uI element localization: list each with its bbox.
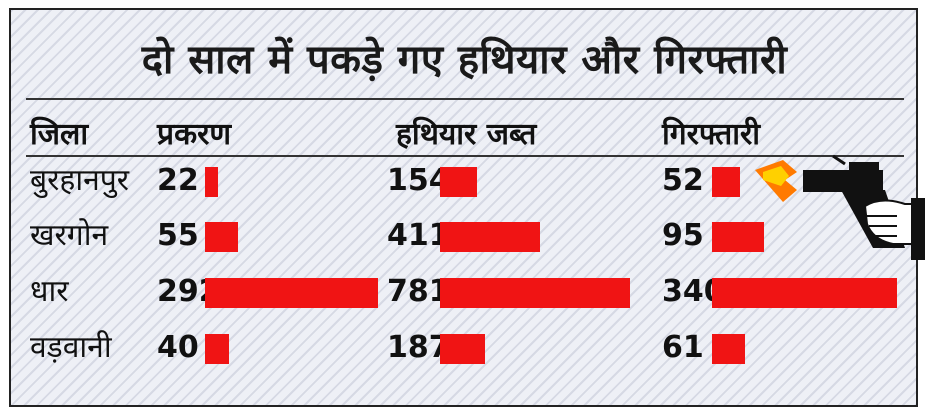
value-label-arrests: 95 bbox=[662, 218, 704, 253]
header-cases: प्रकरण bbox=[157, 117, 232, 152]
bar-cases bbox=[205, 222, 238, 252]
header-arrests: गिरफ्तारी bbox=[662, 117, 761, 152]
infographic-frame bbox=[9, 8, 918, 407]
bar-arrests bbox=[712, 278, 897, 308]
value-label-cases: 40 bbox=[157, 330, 199, 365]
value-label-cases: 55 bbox=[157, 218, 199, 253]
value-label-arrests: 61 bbox=[662, 330, 704, 365]
district-label: बुरहानपुर bbox=[30, 163, 130, 198]
bar-cases bbox=[205, 167, 218, 197]
value-label-cases: 22 bbox=[157, 163, 199, 198]
title-divider bbox=[26, 98, 904, 100]
value-label-weapons-seized: 411 bbox=[387, 218, 450, 253]
value-label-weapons-seized: 154 bbox=[387, 163, 450, 198]
value-label-weapons-seized: 781 bbox=[387, 274, 450, 309]
district-label: खरगोन bbox=[30, 218, 109, 253]
bar-weapons-seized bbox=[440, 222, 540, 252]
value-label-arrests: 52 bbox=[662, 163, 704, 198]
district-label: वड़वानी bbox=[30, 330, 112, 365]
bar-arrests bbox=[712, 334, 745, 364]
chart-title: दो साल में पकड़े गए हथियार और गिरफ्तारी bbox=[141, 37, 788, 83]
header-weapons-seized: हथियार जब्त bbox=[396, 117, 537, 152]
bar-arrests bbox=[712, 167, 740, 197]
bar-cases bbox=[205, 334, 229, 364]
value-label-weapons-seized: 187 bbox=[387, 330, 450, 365]
header-divider bbox=[26, 155, 904, 157]
district-label: धार bbox=[30, 274, 69, 309]
bar-cases bbox=[205, 278, 378, 308]
bar-arrests bbox=[712, 222, 764, 252]
header-district: जिला bbox=[30, 117, 89, 152]
bar-weapons-seized bbox=[440, 278, 630, 308]
bar-weapons-seized bbox=[440, 334, 485, 364]
bar-weapons-seized bbox=[440, 167, 477, 197]
pistol-hand-icon bbox=[755, 154, 925, 260]
